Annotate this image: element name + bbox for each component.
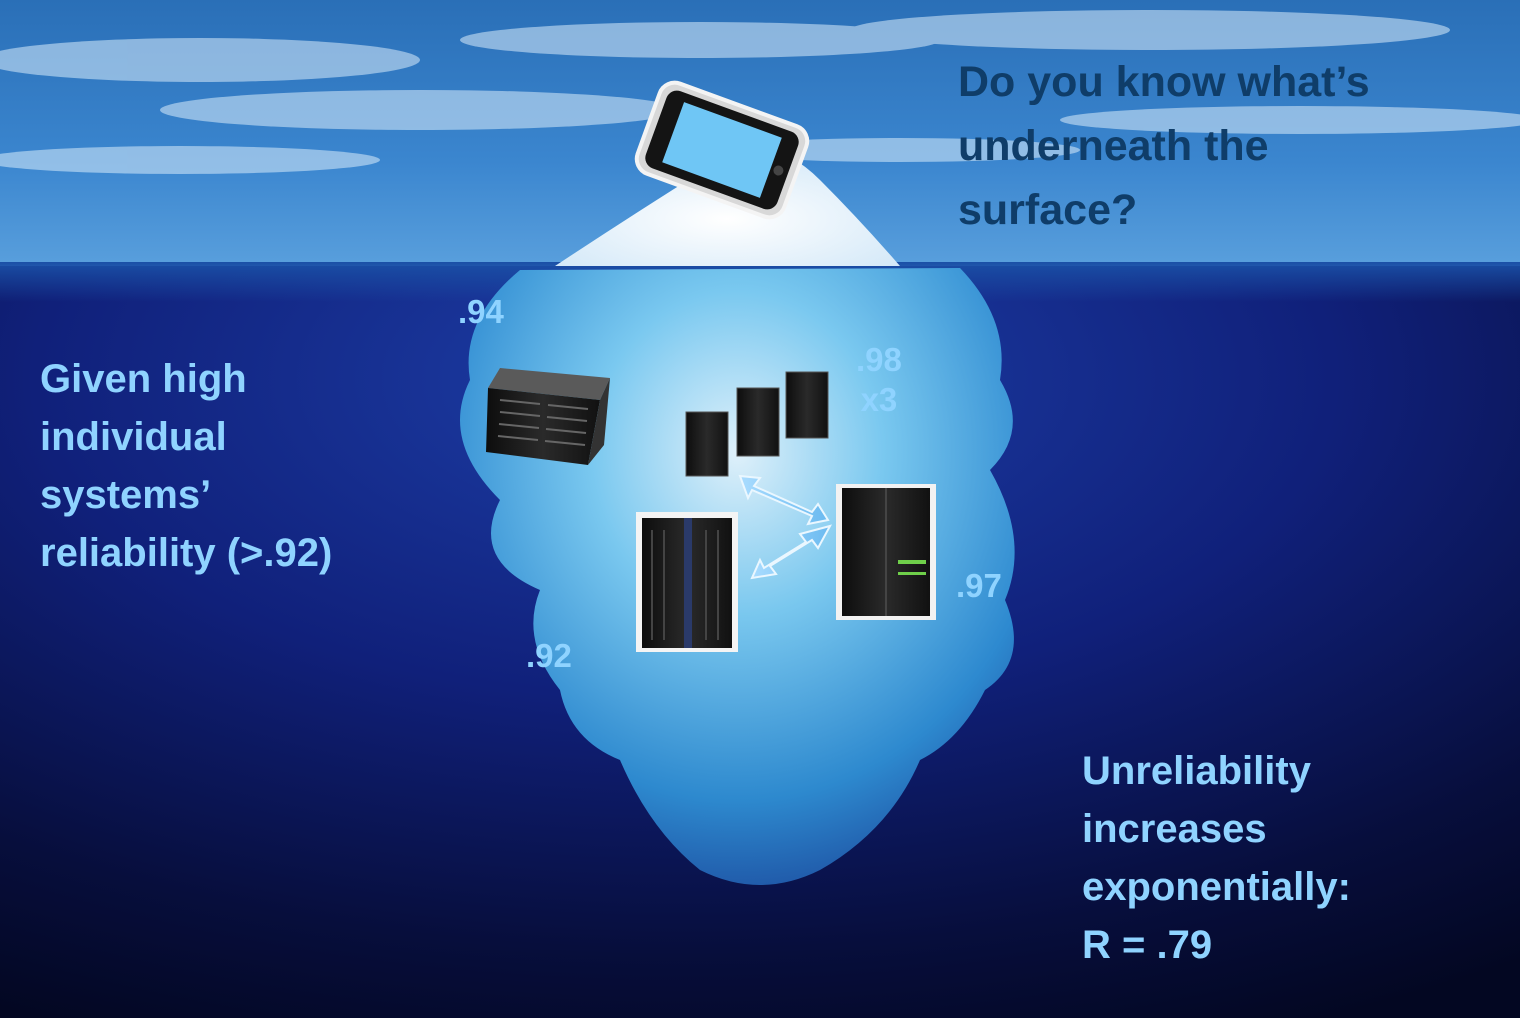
left-note-line: individual [40,415,227,459]
headline-line: underneath the [958,122,1269,170]
storage-reliability-label: .94 [458,293,504,330]
right-note-line: increases [1082,807,1267,851]
headline: Do you know what’s underneath the surfac… [958,50,1370,242]
right-note-line: R = .79 [1082,923,1213,967]
servers-reliability-value: .98 [856,341,902,378]
headline-line: surface? [958,186,1138,234]
left-note: Given high individual systems’ reliabili… [40,350,332,582]
left-note-line: systems’ [40,473,212,517]
mainframe-right-reliability-label: .97 [956,567,1002,604]
iceberg-tip [555,148,900,266]
connection-arrows [738,474,832,580]
servers-reliability-label: .98 x3 [856,340,902,420]
clouds [0,10,1520,174]
right-note-line: exponentially: [1082,865,1351,909]
servers-count-value: x3 [860,381,898,418]
smartphone-image [634,80,810,220]
right-note: Unreliability increases exponentially: R… [1082,742,1351,974]
left-note-line: reliability (>.92) [40,531,333,575]
mainframe-left-reliability-label: .92 [526,637,572,674]
small-servers-image [685,371,829,477]
left-note-line: Given high [40,357,247,401]
storage-array-image [486,368,610,465]
mainframe-right-image [836,484,936,620]
right-note-line: Unreliability [1082,749,1311,793]
mainframe-left-image [636,512,738,652]
headline-line: Do you know what’s [958,58,1370,106]
